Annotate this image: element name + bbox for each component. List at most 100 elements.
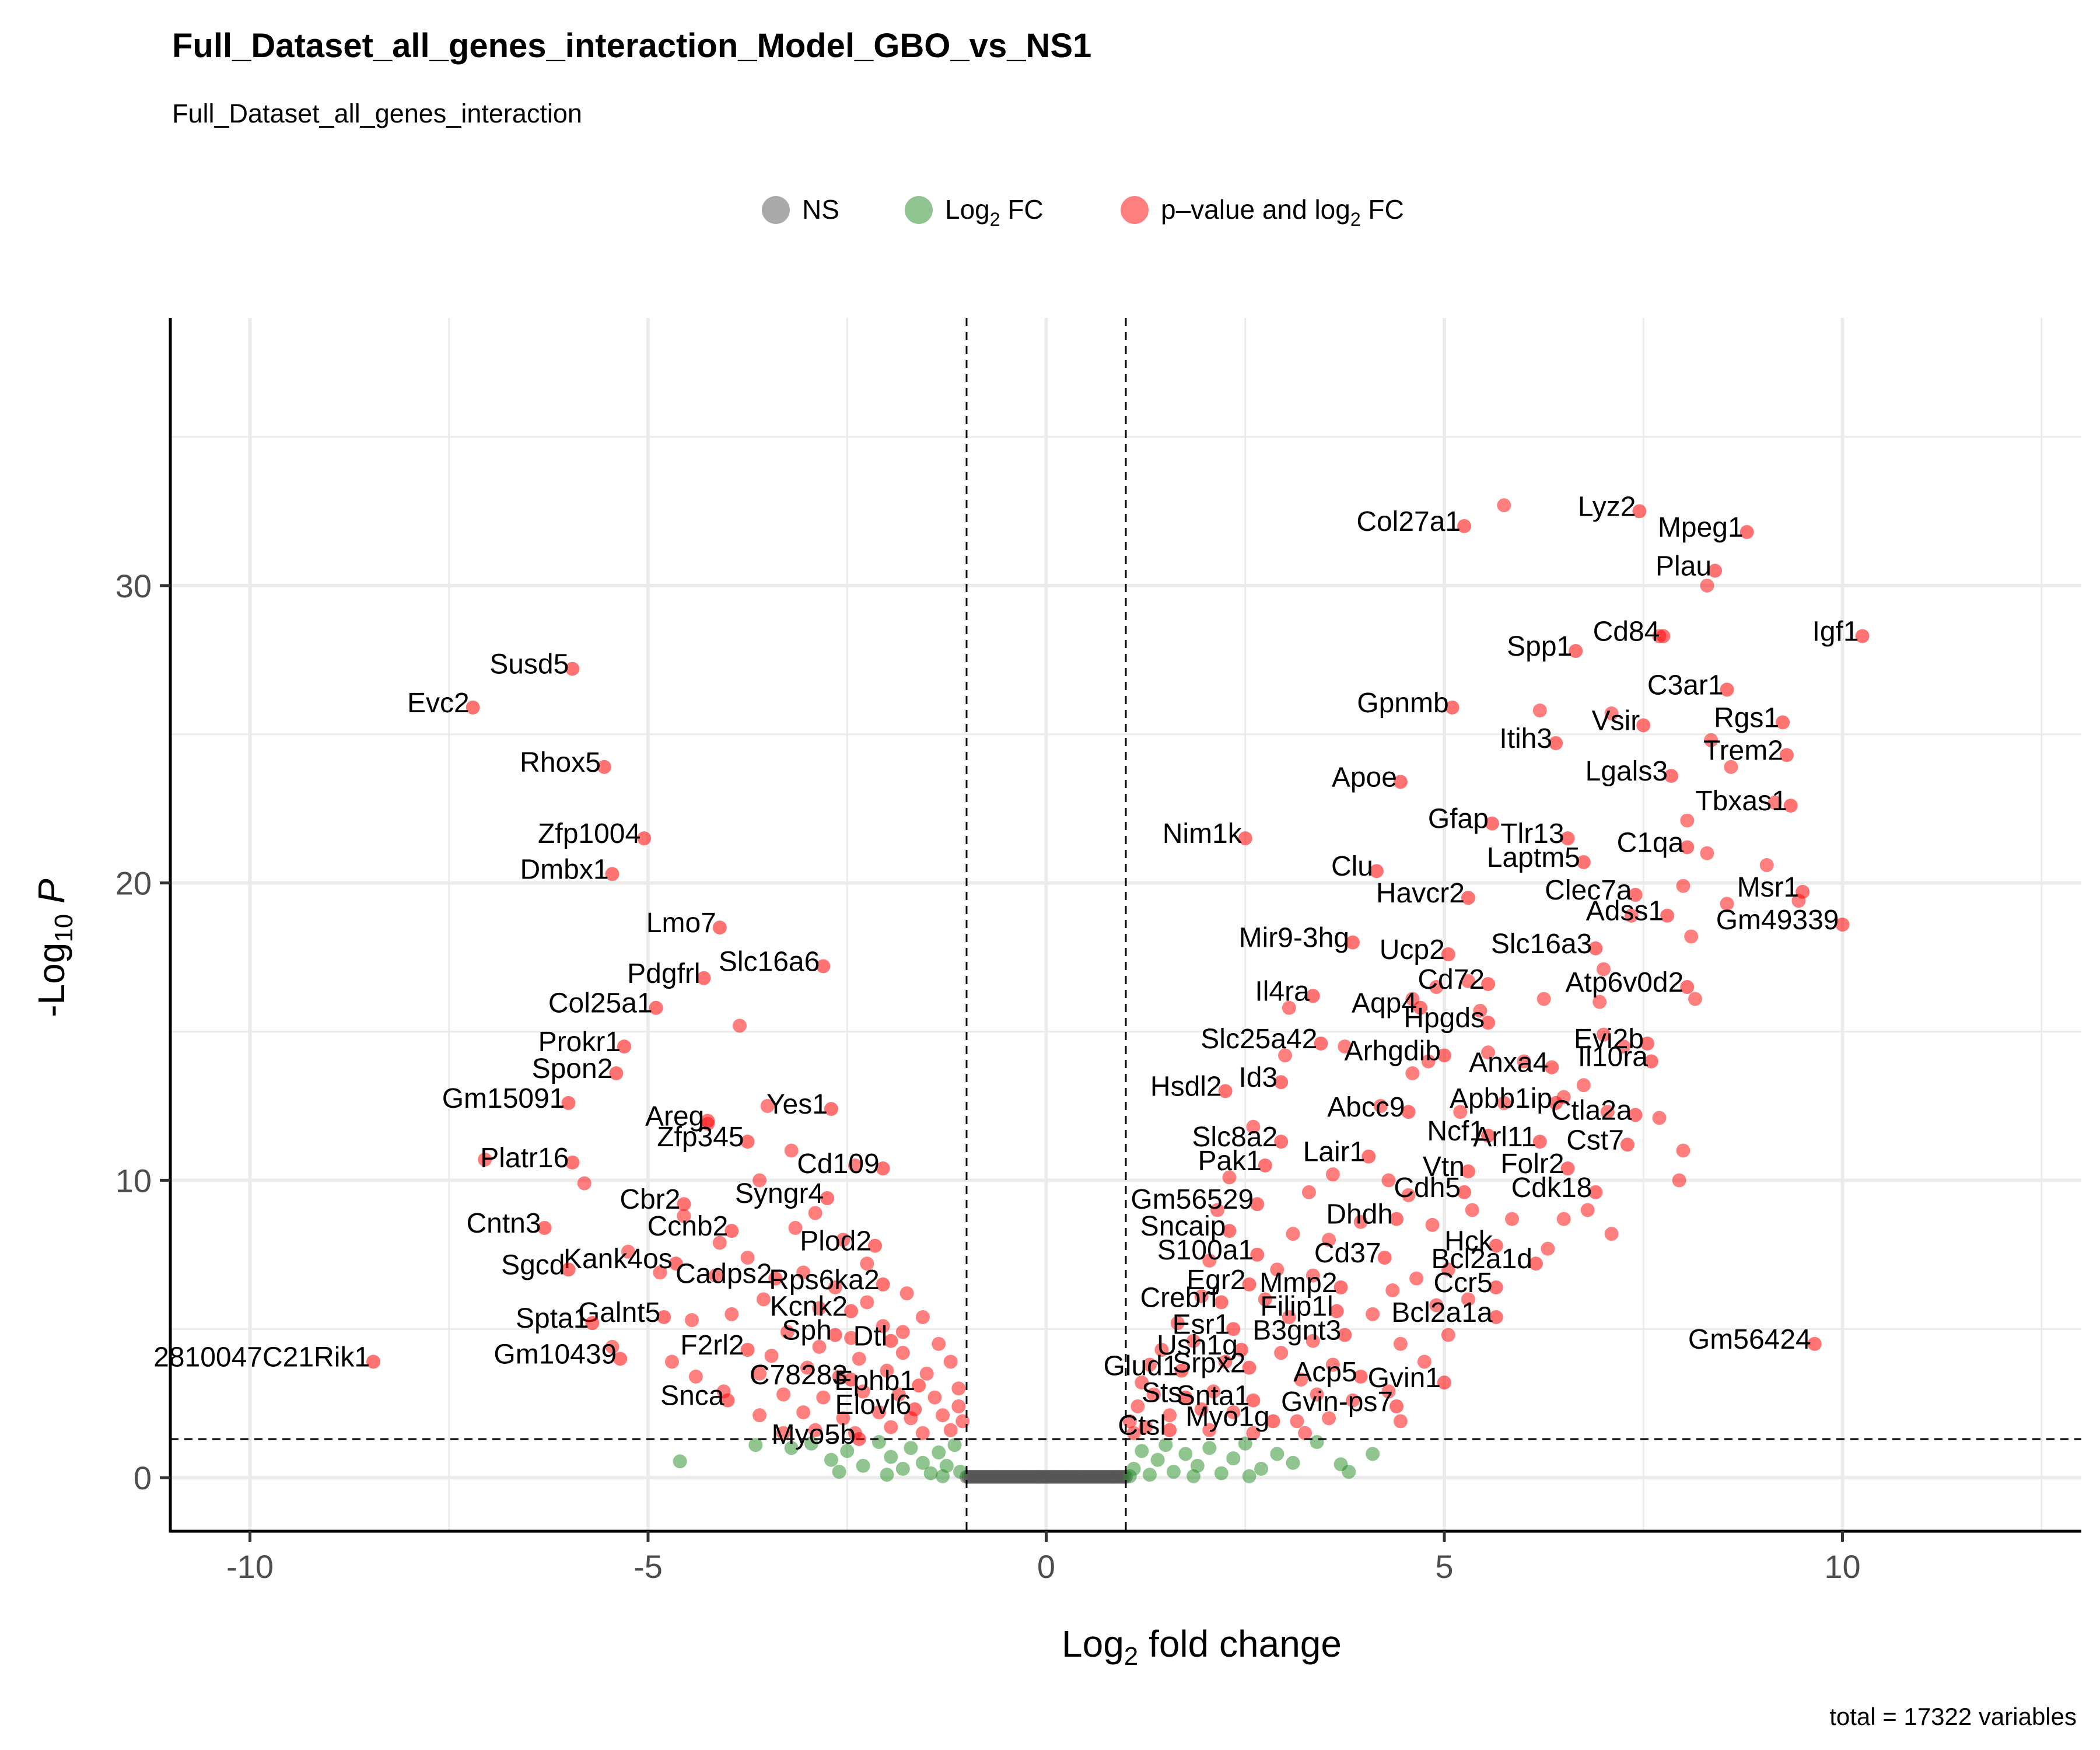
gene-label: Col25a1 [548, 988, 653, 1019]
significant-point [1441, 1262, 1455, 1277]
fc-point [1122, 1469, 1137, 1483]
labeled-point [366, 1354, 381, 1369]
significant-point [1576, 1078, 1591, 1093]
labeled-point [1569, 643, 1583, 658]
fc-point [1158, 1438, 1173, 1452]
gene-label: Myo5b [772, 1419, 856, 1450]
gene-label: Vsir [1592, 705, 1640, 736]
fc-point [673, 1454, 687, 1469]
significant-point [1381, 1384, 1396, 1399]
fc-point [748, 1438, 763, 1452]
significant-point [653, 1265, 667, 1280]
significant-point [1465, 1203, 1479, 1217]
gene-label: Apbb1ip [1450, 1083, 1552, 1114]
gene-label: Cst7 [1566, 1125, 1624, 1156]
significant-point [943, 1423, 958, 1437]
fc-point [1135, 1444, 1149, 1458]
significant-point [784, 1143, 799, 1158]
significant-point [1274, 1346, 1289, 1360]
fc-point [784, 1441, 799, 1455]
gene-label: Syngr4 [735, 1178, 824, 1209]
gene-label: Evc2 [407, 688, 470, 719]
gene-label: Susd5 [489, 649, 569, 680]
gene-label: C1qa [1617, 827, 1684, 858]
labeled-point [912, 1378, 926, 1393]
fc-point [832, 1465, 846, 1479]
significant-point [788, 1221, 803, 1235]
significant-point [1282, 1310, 1296, 1324]
significant-point [1676, 878, 1690, 893]
gene-label: Cbr2 [620, 1184, 680, 1215]
significant-point [895, 1346, 910, 1360]
significant-point [872, 1405, 886, 1420]
significant-point [1338, 1040, 1352, 1054]
significant-point [1325, 1357, 1340, 1372]
gene-label: Lmo7 [646, 908, 716, 939]
labeled-point [1640, 1036, 1655, 1051]
labeled-point [1545, 1060, 1559, 1074]
significant-point [688, 1369, 703, 1384]
significant-point [752, 1173, 767, 1188]
gene-label: Il4ra [1255, 976, 1310, 1007]
gene-label: Id3 [1238, 1062, 1278, 1093]
fc-point [1214, 1466, 1228, 1480]
x-tick-label: 10 [1824, 1548, 1860, 1585]
significant-point [1417, 1354, 1432, 1369]
significant-point [1206, 1384, 1221, 1399]
significant-point [852, 1352, 866, 1366]
significant-point [1393, 1414, 1408, 1429]
labeled-point [565, 662, 580, 676]
significant-point [1604, 706, 1619, 721]
significant-point [1142, 1357, 1157, 1372]
significant-point [1724, 760, 1738, 774]
gene-label: Mmp2 [1259, 1268, 1337, 1298]
labeled-point [724, 1224, 739, 1238]
fc-point [1342, 1465, 1356, 1479]
labeled-point [1776, 715, 1790, 730]
fc-point [804, 1436, 818, 1451]
fc-point [1150, 1452, 1165, 1467]
gene-label: Srpx2 [1172, 1348, 1245, 1379]
labeled-point [1588, 1185, 1603, 1199]
labeled-point [1656, 629, 1671, 643]
significant-point [1278, 1048, 1292, 1063]
significant-point [1536, 992, 1551, 1006]
significant-point [478, 1152, 492, 1167]
significant-point [1353, 1214, 1368, 1229]
fc-point [1238, 1436, 1252, 1451]
labeled-point [701, 1114, 715, 1128]
gene-label: Clu [1331, 851, 1373, 882]
significant-point [776, 1426, 791, 1440]
significant-point [951, 1399, 966, 1413]
significant-point [915, 1310, 930, 1324]
fc-point [1186, 1469, 1201, 1483]
labeled-point [1489, 1238, 1503, 1253]
significant-point [1322, 1411, 1336, 1426]
labeled-point [740, 1343, 755, 1357]
significant-point [1461, 1292, 1475, 1307]
significant-point [856, 1384, 870, 1399]
labeled-point [1664, 769, 1679, 783]
fc-point [1178, 1447, 1193, 1461]
gene-label: Plau [1656, 551, 1712, 582]
gene-label: Spon2 [532, 1054, 613, 1084]
significant-point [1130, 1399, 1145, 1413]
gene-label: Mpeg1 [1658, 512, 1744, 543]
y-tick-label: 10 [116, 1162, 152, 1199]
significant-point [1541, 1241, 1555, 1256]
legend-label-fc: Log2 FC [945, 194, 1044, 230]
labeled-point [876, 1277, 890, 1292]
significant-point [1210, 1203, 1224, 1217]
labeled-point [1549, 1096, 1563, 1110]
significant-point [1768, 795, 1782, 810]
gene-label: Gm56529 [1130, 1184, 1254, 1215]
gene-label: Sts [1142, 1378, 1182, 1409]
gene-label: Rps6ka2 [769, 1265, 879, 1296]
significant-point [1301, 1185, 1316, 1199]
gene-label: Sncaip [1140, 1211, 1226, 1242]
significant-point [780, 1325, 794, 1339]
labeled-point [768, 1271, 783, 1286]
significant-point [1298, 1426, 1312, 1440]
gene-label: Igf1 [1812, 616, 1859, 647]
gene-label: Bcl2a1d [1432, 1244, 1532, 1275]
